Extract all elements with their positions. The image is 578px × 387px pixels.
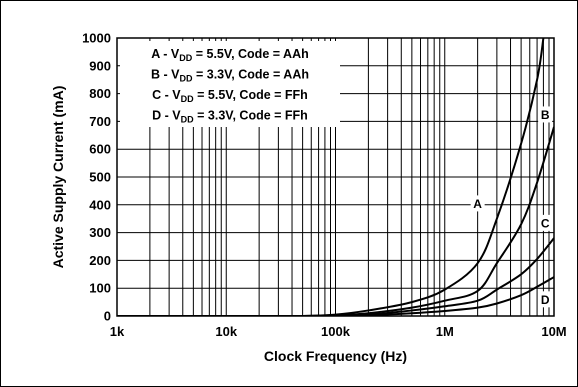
curve-label-bg bbox=[538, 106, 553, 123]
legend-entry-b: B - VDD = 3.3V, Code = AAh bbox=[151, 68, 309, 84]
curve-label-bg bbox=[538, 291, 553, 308]
y-tick-label: 400 bbox=[89, 197, 111, 212]
series-line-c bbox=[117, 237, 554, 316]
y-tick-label: 900 bbox=[89, 58, 111, 73]
x-tick-label: 1M bbox=[436, 324, 454, 339]
y-tick-label: 800 bbox=[89, 86, 111, 101]
legend-entry-d: D - VDD = 3.3V, Code = FFh bbox=[152, 109, 308, 125]
plot-area-border bbox=[116, 37, 555, 317]
series-line-d bbox=[117, 276, 554, 316]
x-tick-label: 10M bbox=[541, 324, 566, 339]
y-tick-label: 700 bbox=[89, 114, 111, 129]
legend-box bbox=[120, 41, 340, 127]
curve-label-bg bbox=[470, 195, 485, 212]
x-tick-label: 1k bbox=[110, 324, 125, 339]
y-tick-label: 500 bbox=[89, 170, 111, 185]
curve-label-d: D bbox=[541, 293, 550, 307]
y-tick-label: 300 bbox=[89, 225, 111, 240]
series-line-b bbox=[117, 126, 554, 316]
legend-entry-c: C - VDD = 5.5V, Code = FFh bbox=[152, 88, 308, 104]
tick-labels: 0 100 200 300 400 500 600 700 800 900 1000 1k 10k 100… bbox=[82, 31, 567, 340]
y-tick-label: 0 bbox=[104, 309, 111, 324]
legend-entry-a: A - VDD = 5.5V, Code = AAh bbox=[151, 47, 309, 63]
y-tick-label: 600 bbox=[89, 142, 111, 157]
series-line-a bbox=[117, 38, 545, 316]
y-axis-label: Active Supply Current (mA) bbox=[50, 86, 66, 269]
curve-label-c: C bbox=[541, 216, 550, 230]
x-tick-label: 100k bbox=[321, 324, 351, 339]
y-tick-label: 100 bbox=[89, 281, 111, 296]
curve-label-bg bbox=[538, 214, 553, 231]
curve-label-a: A bbox=[473, 197, 482, 211]
series-lines bbox=[117, 38, 554, 316]
curve-label-b: B bbox=[541, 108, 550, 122]
curve-labels: A B C D bbox=[470, 106, 553, 308]
x-tick-label: 10k bbox=[215, 324, 237, 339]
legend: A - VDD = 5.5V, Code = AAh B - VDD = 3.3V… bbox=[120, 41, 340, 127]
y-tick-label: 1000 bbox=[82, 31, 111, 46]
x-axis-label: Clock Frequency (Hz) bbox=[264, 348, 407, 364]
y-tick-label: 200 bbox=[89, 253, 111, 268]
